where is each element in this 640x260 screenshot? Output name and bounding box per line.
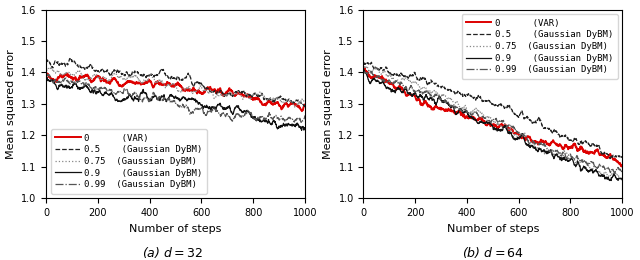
Text: (a) $d = 32$: (a) $d = 32$ [142, 245, 204, 260]
Text: (b) $d = 64$: (b) $d = 64$ [461, 245, 524, 260]
Y-axis label: Mean squared error: Mean squared error [6, 49, 15, 159]
X-axis label: Number of steps: Number of steps [447, 224, 539, 234]
Legend: 0      (VAR), 0.5    (Gaussian DyBM), 0.75  (Gaussian DyBM), 0.9    (Gaussian Dy: 0 (VAR), 0.5 (Gaussian DyBM), 0.75 (Gaus… [461, 14, 618, 79]
Y-axis label: Mean squared error: Mean squared error [323, 49, 333, 159]
X-axis label: Number of steps: Number of steps [129, 224, 222, 234]
Legend: 0      (VAR), 0.5    (Gaussian DyBM), 0.75  (Gaussian DyBM), 0.9    (Gaussian Dy: 0 (VAR), 0.5 (Gaussian DyBM), 0.75 (Gaus… [51, 129, 207, 194]
